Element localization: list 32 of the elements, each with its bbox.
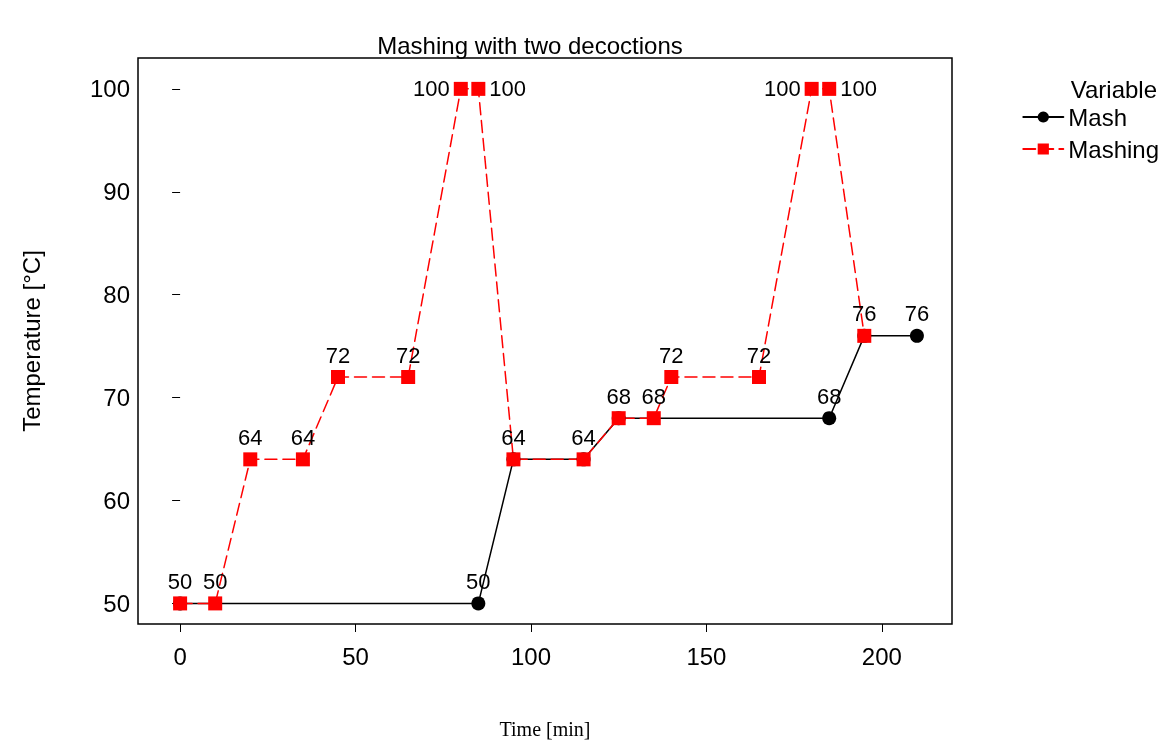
data-label: 68 — [606, 383, 631, 409]
data-label: 68 — [641, 383, 667, 409]
data-label: 72 — [659, 342, 684, 368]
x-tick-label: 150 — [686, 642, 727, 670]
x-tick-label: 100 — [510, 642, 551, 670]
data-label: 76 — [852, 301, 877, 327]
x-tick-label: 50 — [342, 642, 369, 670]
legend-label: Mash — [1068, 103, 1127, 131]
y-tick-label: 90 — [103, 178, 130, 206]
legend-title: Variable — [1070, 75, 1158, 103]
data-label: 72 — [325, 342, 351, 368]
data-label: 100 — [840, 76, 877, 102]
y-tick-label: 70 — [103, 384, 130, 412]
y-axis-title: Temperature [°C] — [17, 250, 45, 432]
data-label: 100 — [413, 76, 450, 102]
data-label: 100 — [489, 76, 527, 102]
legend-label: Mashing — [1068, 135, 1159, 163]
x-tick-label: 0 — [173, 642, 187, 670]
y-tick-label: 80 — [103, 281, 130, 309]
data-label: 50 — [202, 568, 228, 594]
chart-title: Mashing with two decoctions — [377, 31, 683, 59]
y-tick-label: 60 — [103, 487, 130, 515]
data-label: 64 — [571, 424, 596, 450]
data-label: 64 — [501, 424, 526, 450]
data-label: 76 — [904, 301, 930, 327]
data-label: 64 — [238, 424, 263, 450]
y-tick-label: 50 — [103, 589, 130, 617]
y-tick-label: 100 — [89, 75, 130, 103]
data-label: 50 — [167, 568, 193, 594]
x-tick-label: 200 — [861, 642, 902, 670]
x-axis-title: Time [min] — [499, 718, 591, 740]
data-label: 100 — [763, 76, 801, 102]
